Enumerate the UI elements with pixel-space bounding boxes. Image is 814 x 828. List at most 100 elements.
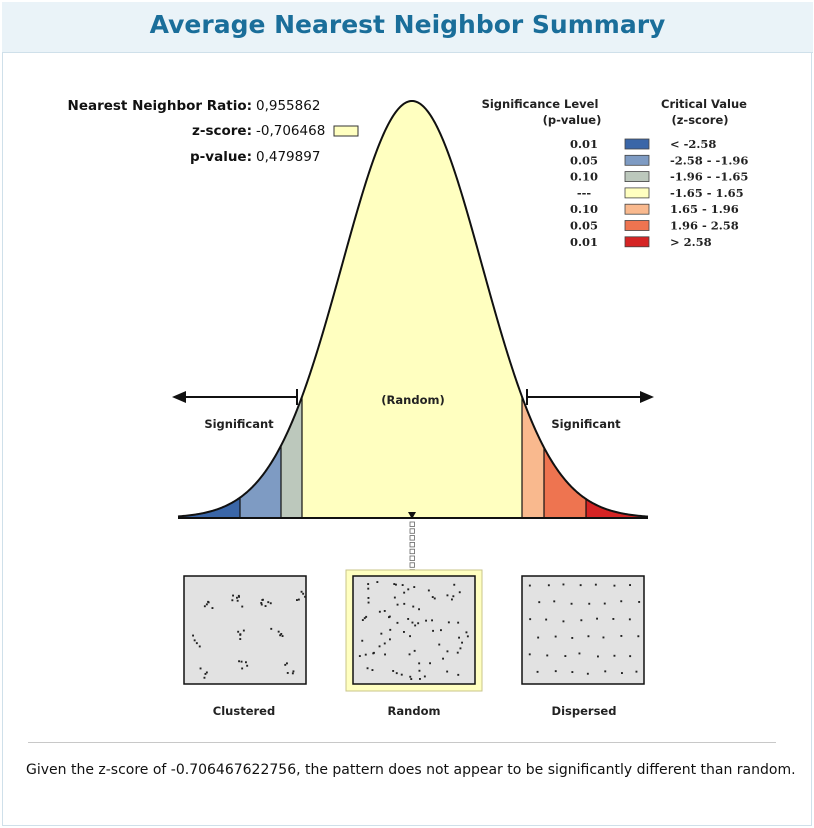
legend-significance-title: Significance Level (482, 97, 599, 111)
pattern-point (198, 645, 201, 648)
legend-swatch (624, 220, 650, 231)
pattern-point (612, 618, 615, 620)
pattern-point (427, 589, 430, 592)
pattern-point (203, 676, 206, 679)
pattern-point (366, 667, 369, 670)
curve-region-2 (281, 396, 302, 518)
dispersed-dots (528, 583, 641, 675)
legend-swatch (624, 171, 650, 183)
pattern-point (403, 602, 406, 605)
pattern-point (457, 673, 460, 676)
random-region-label: (Random) (381, 393, 444, 407)
pattern-point (403, 631, 405, 633)
pattern-point (429, 662, 431, 665)
pattern-point (457, 621, 460, 624)
pattern-point (260, 603, 263, 606)
pattern-point (383, 610, 386, 612)
pattern-point (554, 670, 557, 673)
zscore-value: -0,706468 (256, 123, 325, 139)
pattern-point (571, 671, 574, 673)
pattern-point (456, 651, 459, 654)
pattern-point (431, 596, 434, 598)
pattern-point (446, 594, 449, 597)
bell-curve (177, 99, 649, 518)
pattern-point (570, 602, 573, 605)
pattern-point (580, 619, 583, 622)
pattern-point (407, 588, 410, 591)
pattern-point (637, 635, 640, 638)
pattern-point (466, 635, 469, 638)
pattern-point (594, 583, 597, 586)
pattern-point (604, 670, 607, 673)
pattern-point (279, 634, 282, 637)
pattern-point (389, 638, 391, 641)
pattern-point (554, 635, 557, 638)
pattern-point (239, 633, 242, 636)
pattern-point (205, 603, 208, 606)
pattern-point (264, 605, 267, 607)
pattern-point (297, 598, 300, 601)
pattern-point (284, 663, 287, 666)
legend-z-range: 1.96 - 2.58 (670, 219, 739, 233)
pattern-point (365, 615, 368, 618)
nn-ratio-value: 0,955862 (256, 98, 320, 114)
legend-p-value: 0.01 (570, 235, 598, 249)
pattern-point (389, 628, 392, 631)
pattern-point (367, 601, 370, 604)
pattern-point (562, 583, 565, 586)
pattern-point (587, 635, 590, 638)
pattern-point (407, 618, 410, 620)
pattern-point (442, 657, 444, 660)
pattern-point (411, 621, 414, 624)
pattern-point (238, 595, 240, 598)
pattern-point (393, 583, 396, 585)
pattern-point (638, 601, 641, 603)
page-title: Average Nearest Neighbor Summary (149, 10, 666, 39)
pattern-point (361, 639, 364, 642)
pattern-point (246, 664, 249, 667)
pattern-point (545, 618, 548, 621)
significant-right-arrow (526, 389, 654, 405)
pattern-point (239, 638, 242, 640)
pattern-point (380, 632, 383, 635)
pattern-point (286, 662, 288, 665)
legend-swatch (624, 203, 650, 215)
pattern-point (553, 600, 556, 603)
pattern-point (376, 581, 379, 583)
pattern-point (396, 621, 399, 624)
pattern-point (395, 583, 397, 586)
dispersed-label: Dispersed (552, 704, 617, 718)
pattern-point (431, 619, 433, 622)
zscore-label: z-score: (192, 123, 252, 139)
pattern-point (281, 635, 284, 637)
pattern-point (392, 670, 395, 672)
legend-p-value: 0.01 (570, 137, 598, 151)
pattern-point (363, 617, 366, 620)
pattern-point (237, 594, 240, 597)
pattern-point (367, 587, 370, 590)
pattern-point (452, 595, 455, 598)
pattern-point (414, 624, 417, 627)
pattern-point (635, 670, 638, 673)
significant-left-label: Significant (204, 417, 274, 431)
pattern-point (451, 598, 453, 601)
pattern-point (440, 629, 442, 632)
pattern-point (403, 591, 406, 594)
stats-block: Nearest Neighbor Ratio: 0,955862 z-score… (68, 98, 359, 165)
zscore-dot (409, 535, 415, 541)
pattern-point (302, 592, 305, 595)
pattern-point (393, 596, 396, 599)
pattern-point (296, 599, 298, 601)
report-content (2, 53, 812, 826)
pattern-point (418, 669, 421, 672)
pattern-point (529, 618, 532, 621)
pattern-point (291, 672, 294, 675)
pattern-point (461, 641, 463, 644)
pattern-point (240, 660, 243, 663)
report-header: Average Nearest Neighbor Summary (2, 2, 813, 53)
pattern-point (629, 655, 632, 658)
pattern-point (620, 635, 623, 637)
legend-swatch (624, 236, 650, 248)
pattern-point (417, 622, 420, 625)
